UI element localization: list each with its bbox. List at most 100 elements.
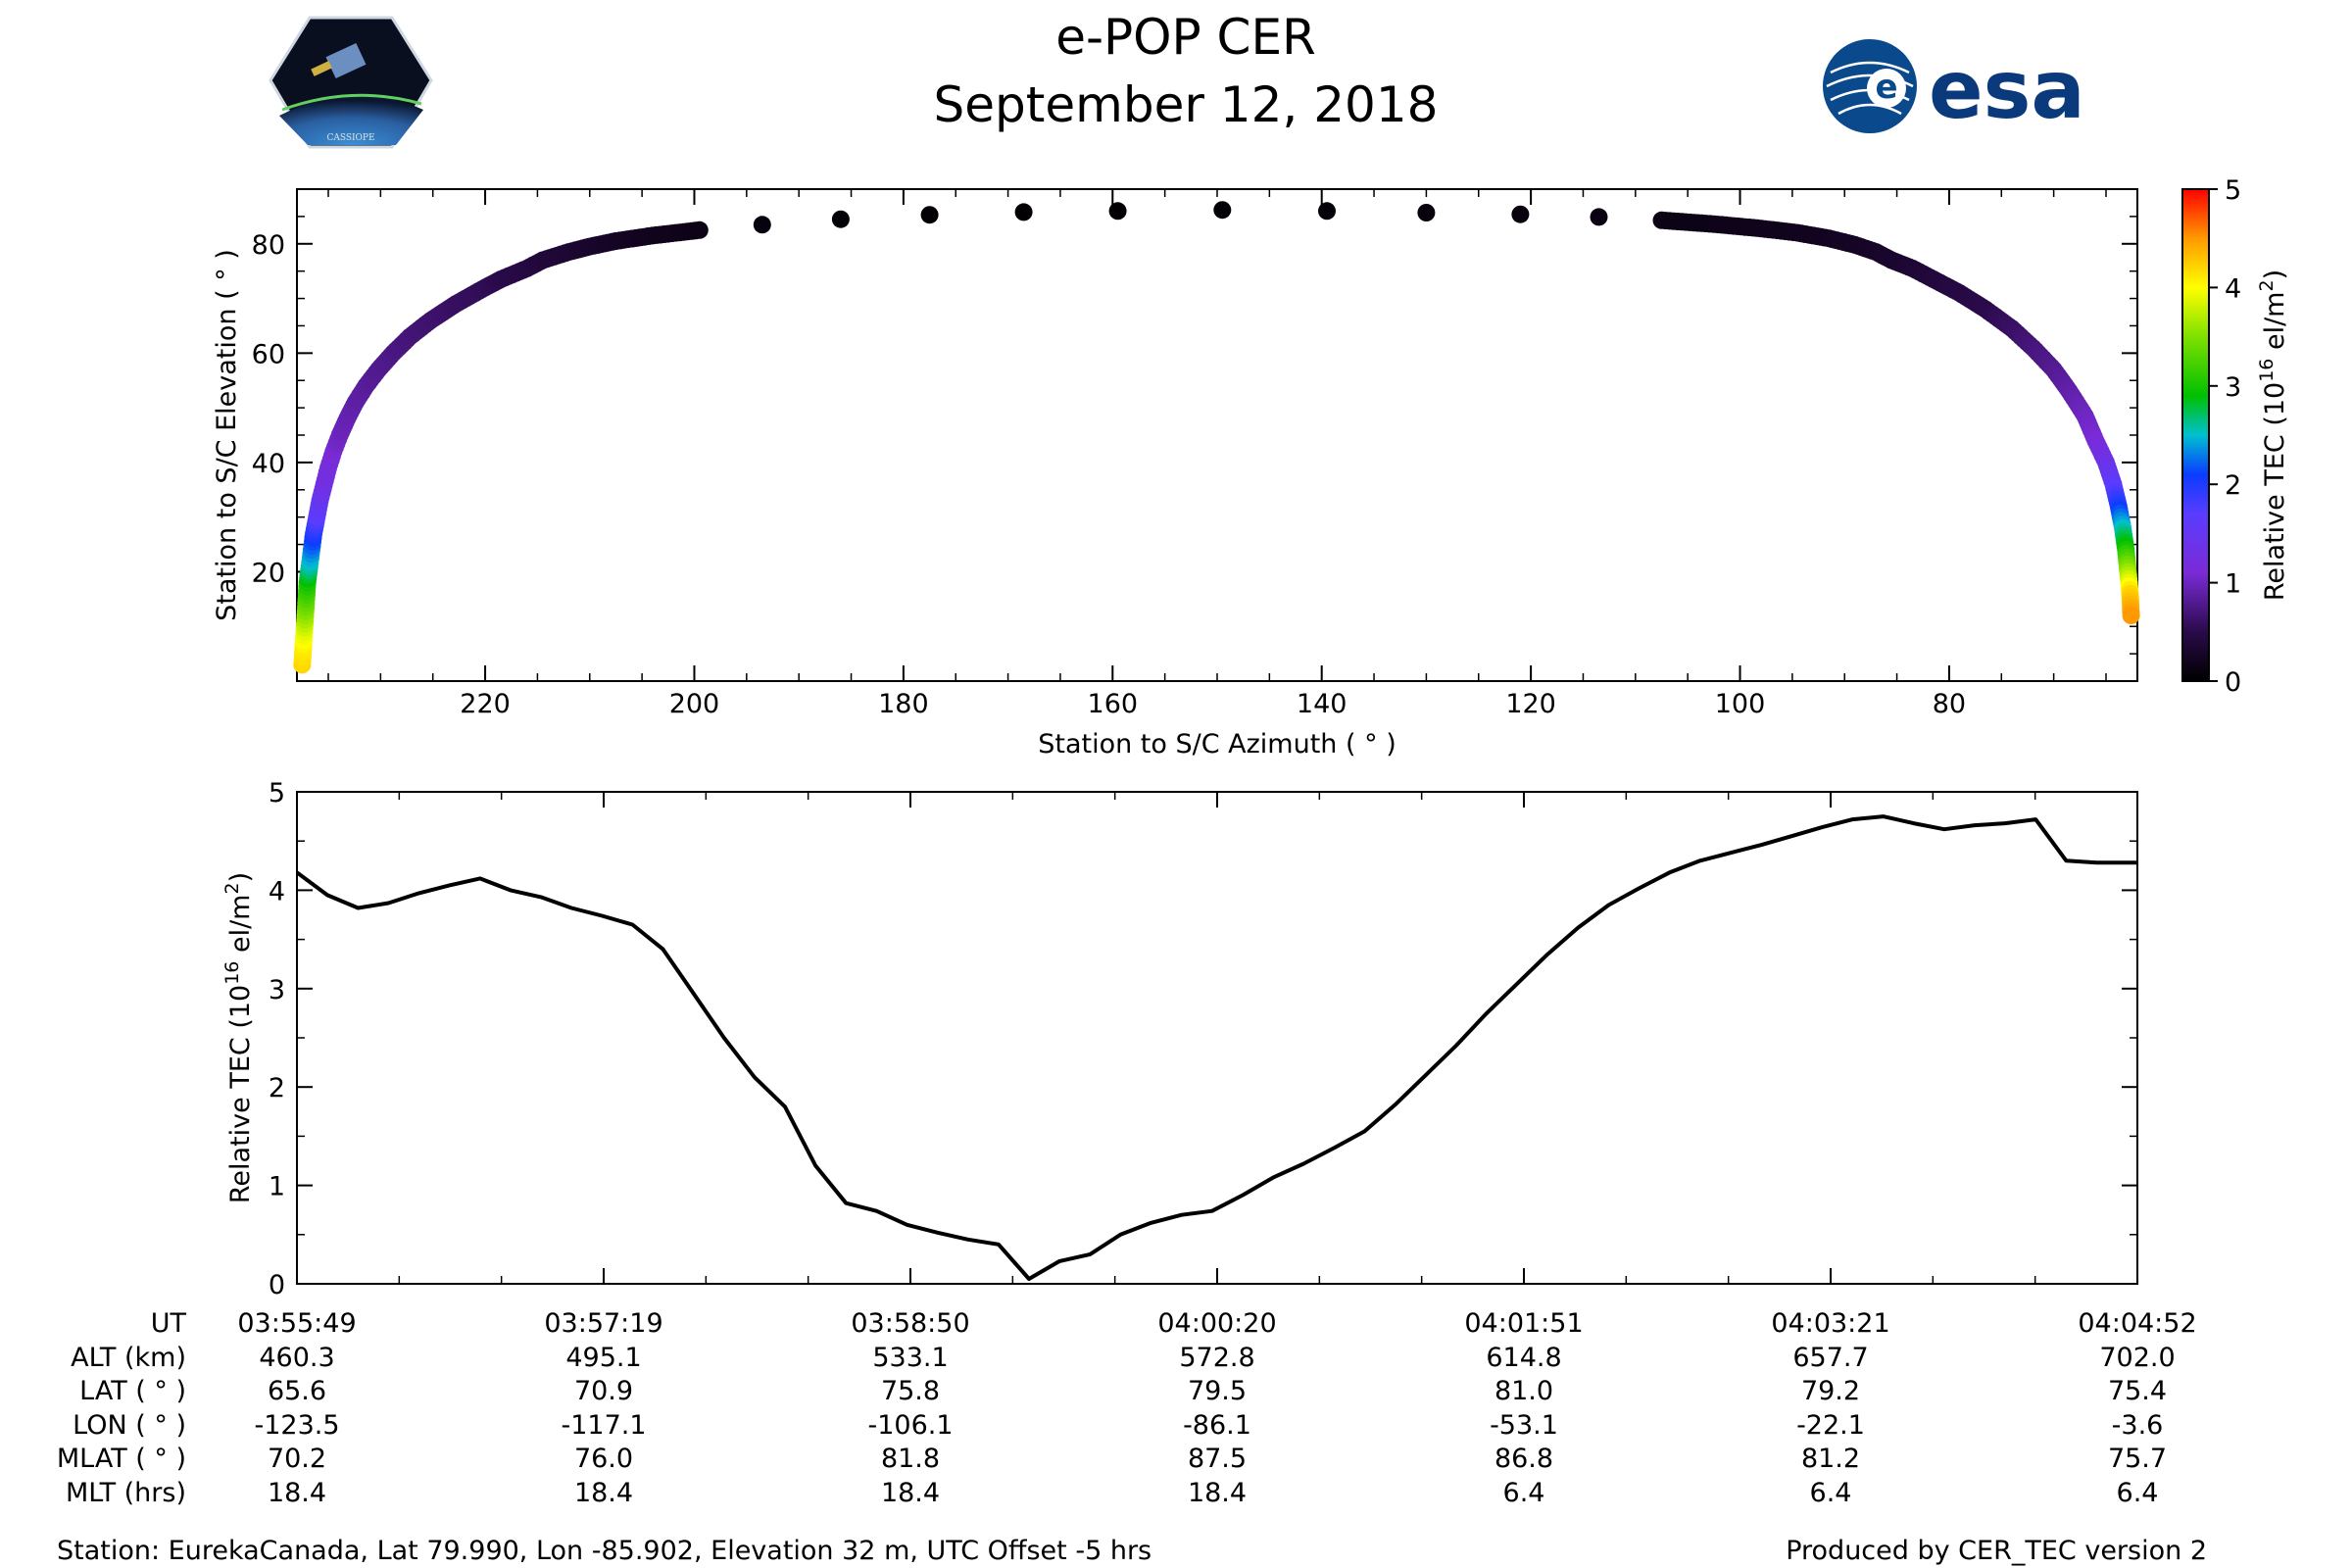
table-cell: 70.9 [574,1376,633,1406]
table-cell: 03:55:49 [237,1308,356,1339]
bottom-x-axis [296,792,2138,1284]
table-cell: -86.1 [1183,1410,1251,1441]
scatter-point [1511,205,1530,223]
colorbar-gradient [2181,188,2210,682]
top-x-axis-label: Station to S/C Azimuth ( ° ) [1038,729,1396,760]
scatter-point [1318,202,1336,220]
top-x-tick-label: 80 [1933,689,1966,719]
table-cell: 495.1 [565,1343,641,1373]
top-x-tick-label: 120 [1505,689,1556,719]
bottom-y-tick-label: 0 [269,1270,285,1300]
table-row-label: LAT ( ° ) [79,1376,186,1406]
footer-station: Station: EurekaCanada, Lat 79.990, Lon -… [57,1536,1152,1566]
table-cell: 18.4 [881,1478,940,1508]
chart-subtitle: September 12, 2018 [934,76,1439,133]
table-cell: 18.4 [1188,1478,1247,1508]
colorbar-tick-label: 5 [2225,175,2241,206]
table-cell: -117.1 [561,1410,646,1441]
table-cell: 657.7 [1792,1343,1868,1373]
bottom-y-axis-label: Relative TEC (1016 el/m2) [221,872,256,1203]
top-x-tick-label: 180 [878,689,929,719]
colorbar-tick-label: 1 [2225,569,2241,600]
scatter-point [1417,204,1436,221]
bottom-y-axis: 0 1 2 3 4 5 [269,778,2137,1300]
top-x-tick-label: 100 [1715,689,1766,719]
colorbar-tick-label: 0 [2225,667,2241,698]
top-y-tick-label: 60 [252,339,285,369]
top-x-tick-label: 200 [669,689,720,719]
table-cell: 76.0 [574,1444,633,1474]
table-cell: 75.4 [2108,1376,2167,1406]
table-cell: 87.5 [1188,1444,1247,1474]
table-cell: -53.1 [1490,1410,1558,1441]
scatter-point [1590,208,1608,226]
top-scatter-points [293,201,2140,674]
table-cell: -3.6 [2112,1410,2164,1441]
table-row-label: UT [151,1308,187,1339]
table-cell: 572.8 [1179,1343,1254,1373]
table-cell: 81.0 [1494,1376,1553,1406]
table-cell: 6.4 [2117,1478,2159,1508]
scatter-point [690,220,709,239]
top-x-tick-label: 220 [460,689,511,719]
table-cell: 79.5 [1188,1376,1247,1406]
table-row-label: MLAT ( ° ) [57,1444,186,1474]
table-row-label: ALT (km) [71,1343,186,1373]
table-cell: 81.8 [881,1444,940,1474]
scatter-point [831,210,850,228]
bottom-y-tick-label: 5 [269,778,285,808]
esa-logo-text: esa [1929,44,2085,137]
table-row-label: LON ( ° ) [73,1410,186,1441]
table-cell: 533.1 [872,1343,948,1373]
top-y-axis-label: Station to S/C Elevation ( ° ) [212,249,242,621]
footer-producer: Produced by CER_TEC version 2 [1786,1536,2207,1566]
scatter-point [1014,203,1033,221]
scatter-point [753,216,771,234]
tec-time-plot: 0 1 2 3 4 5 Relative TEC (1016 el/m2) [221,778,2138,1300]
table-cell: 75.7 [2108,1444,2167,1474]
colorbar-ticks: 0 1 2 3 4 5 [2209,175,2241,698]
table-cell: 65.6 [268,1376,326,1406]
table-cell: 6.4 [1503,1478,1545,1508]
table-cell: 18.4 [574,1478,633,1508]
table-cell: 614.8 [1486,1343,1561,1373]
table-cell: -123.5 [254,1410,339,1441]
top-x-axis: 220 200 180 160 140 120 100 80 [327,189,2107,719]
chart-title: e-POP CER [1055,9,1316,66]
table-cell: 6.4 [1810,1478,1852,1508]
colorbar: 0 1 2 3 4 5 Relative TEC (1016 el/m2) [2181,175,2290,698]
cassiope-logo-text: CASSIOPE [326,133,374,143]
top-x-tick-label: 140 [1297,689,1348,719]
table-cell: 04:00:20 [1157,1308,1276,1339]
table-cell: 75.8 [881,1376,940,1406]
scatter-point [920,206,939,224]
colorbar-tick-label: 3 [2225,372,2241,403]
table-cell: 03:57:19 [544,1308,662,1339]
top-x-tick-label: 160 [1088,689,1139,719]
colorbar-label: Relative TEC (1016 el/m2) [2256,270,2290,601]
table-cell: 04:01:51 [1464,1308,1583,1339]
bottom-y-tick-label: 4 [269,876,285,906]
table-row-label: MLT (hrs) [66,1478,186,1508]
table-cell: -106.1 [867,1410,953,1441]
bottom-y-tick-label: 2 [269,1073,285,1103]
table-cell: 04:04:52 [2078,1308,2196,1339]
tec-series-line [295,814,2137,1281]
table-cell: 79.2 [1801,1376,1860,1406]
table-cell: 03:58:50 [851,1308,969,1339]
bottom-y-tick-label: 1 [269,1172,285,1202]
top-plot-frame [296,188,2138,682]
colorbar-tick-label: 4 [2225,273,2241,304]
scatter-point [1213,201,1232,220]
elevation-azimuth-plot: 220 200 180 160 140 120 100 80 20 40 60 80 Station… [212,188,2140,760]
svg-text:e: e [1875,68,1897,107]
table-cell: 18.4 [268,1478,326,1508]
esa-logo: e esa [1823,39,2085,137]
scatter-point [2122,607,2140,625]
top-y-axis: 20 40 60 80 [252,216,2137,655]
table-cell: 86.8 [1494,1444,1553,1474]
table-cell: 70.2 [268,1444,326,1474]
scatter-point [1108,202,1127,220]
table-cell: 702.0 [2099,1343,2175,1373]
